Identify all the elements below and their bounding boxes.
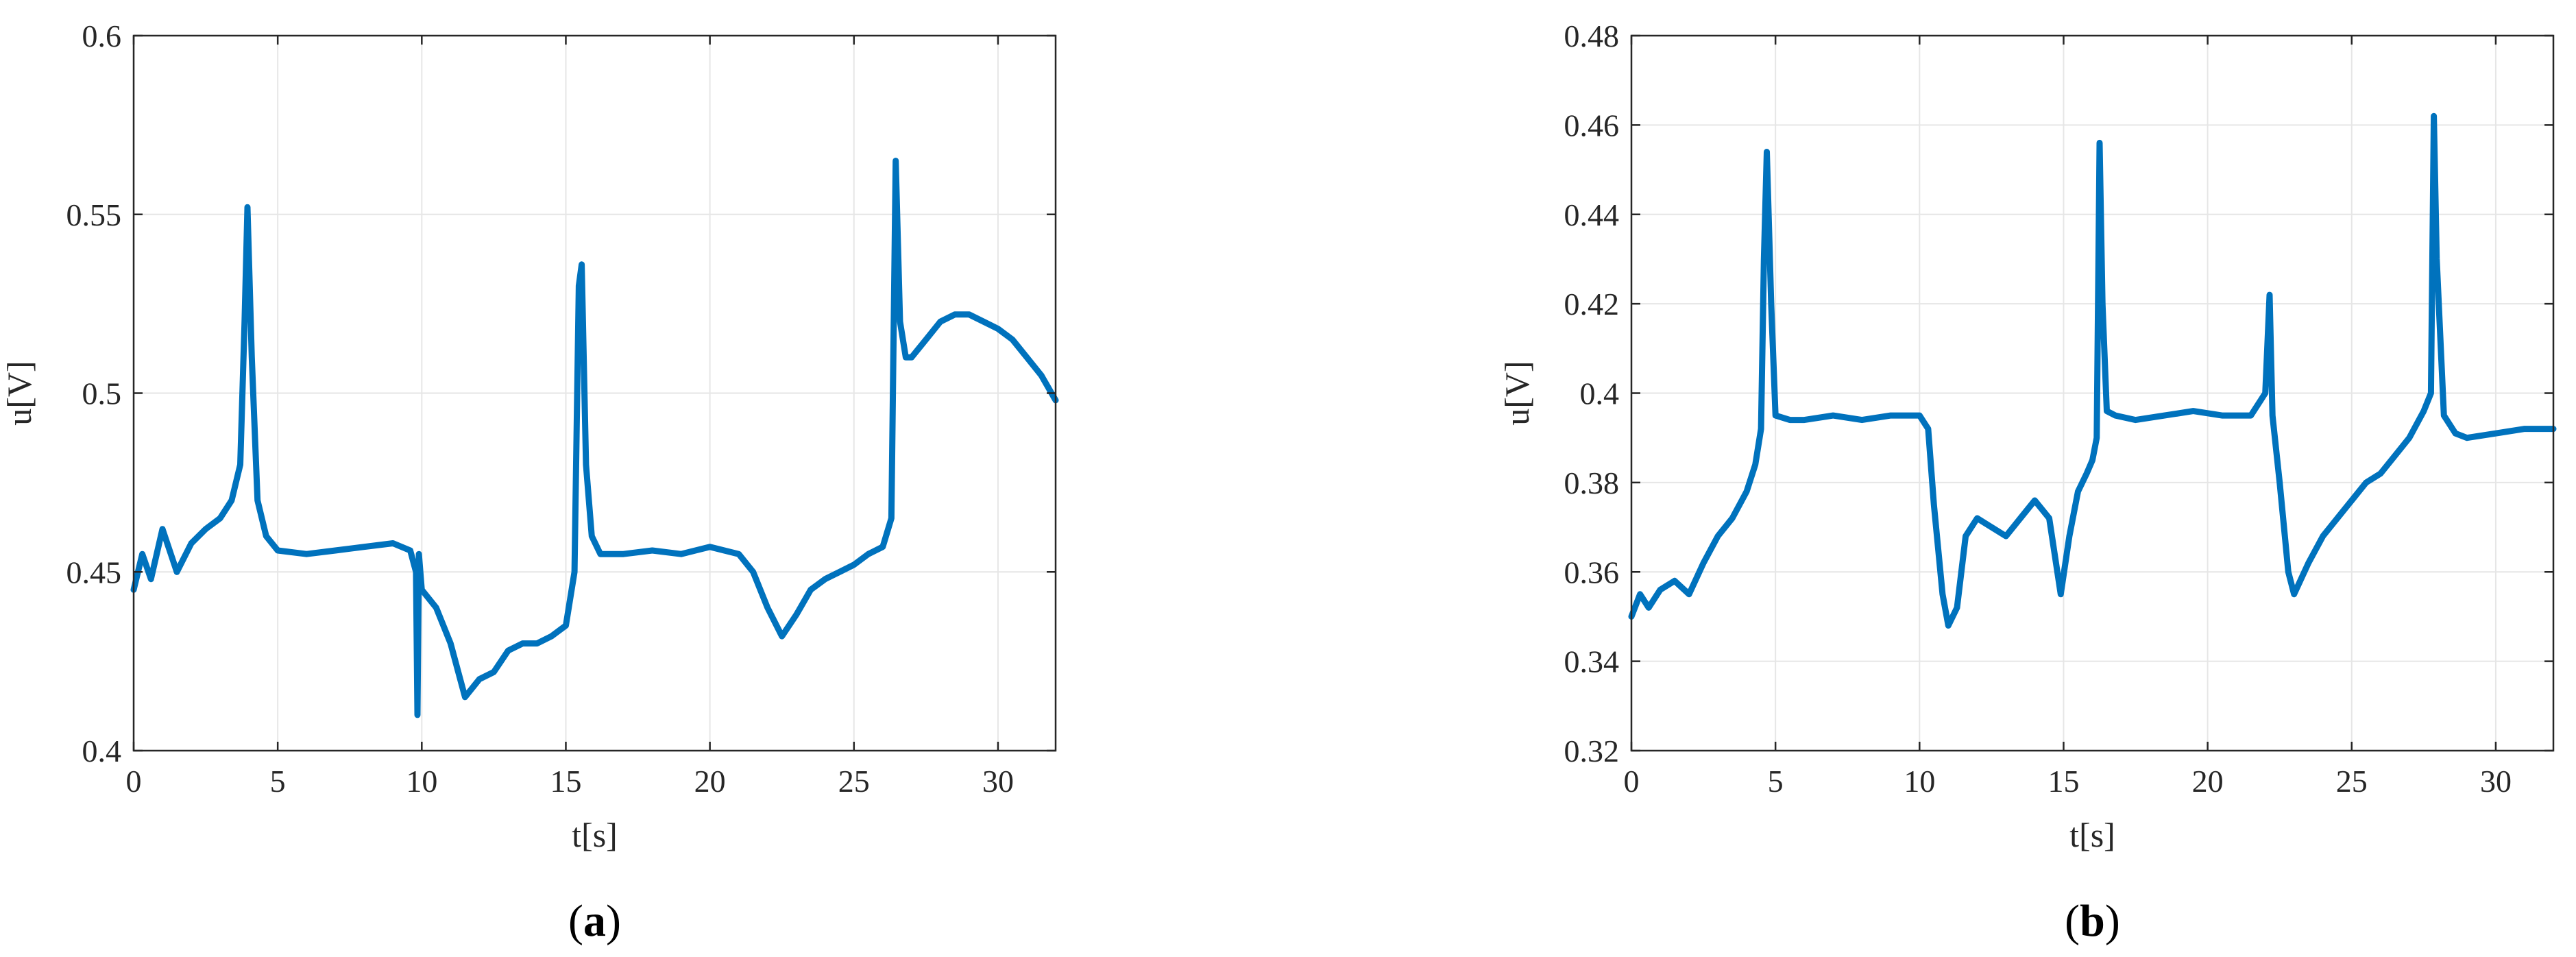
y-tick-label: 0.5 [82,376,122,411]
x-tick-label: 15 [550,764,581,799]
x-tick-label: 5 [1768,764,1784,799]
x-tick-label: 0 [1624,764,1640,799]
y-tick-label: 0.44 [1564,197,1620,232]
series-lines [1628,112,2557,629]
x-tick-label: 5 [270,764,286,799]
x-tick-label: 30 [982,764,1014,799]
x-tick-label: 25 [838,764,870,799]
x-ticks: 0 5 10 15 20 25 30 [1624,36,2512,799]
gridlines [134,36,1056,751]
series-line [130,158,1059,718]
y-axis-label: u[V] [0,361,38,425]
y-tick-label: 0.55 [66,197,122,232]
series-lines [130,158,1059,718]
x-tick-label: 20 [694,764,726,799]
x-tick-label: 25 [2336,764,2368,799]
panel-caption-letter: a [583,896,606,946]
x-tick-label: 15 [2048,764,2079,799]
plot-area: 0 5 10 15 20 25 30 0.32 0.34 0.36 0.38 0.4 0.42 0.44… [1564,19,2557,799]
x-tick-label: 0 [126,764,142,799]
panel-caption: (a) [568,896,621,946]
y-ticks: 0.32 0.34 0.36 0.38 0.4 0.42 0.44 0.46 0.48 [1564,19,2553,768]
y-tick-label: 0.6 [82,19,122,53]
y-ticks: 0.4 0.45 0.5 0.55 0.6 [66,19,1056,768]
y-tick-label: 0.36 [1564,555,1620,590]
x-tick-label: 10 [1904,764,1935,799]
x-tick-label: 20 [2192,764,2224,799]
gridlines [1631,36,2553,751]
y-tick-label: 0.4 [1580,376,1620,411]
y-tick-label: 0.46 [1564,108,1620,143]
y-tick-label: 0.34 [1564,644,1620,679]
chart-panel-b: 0 5 10 15 20 25 30 0.32 0.34 0.36 0.38 0.4 0.42 0.44… [1498,19,2557,946]
y-tick-label: 0.4 [82,734,122,768]
x-ticks: 0 5 10 15 20 25 30 [126,36,1014,799]
panel-caption: (b) [2065,896,2120,946]
y-tick-label: 0.48 [1564,19,1620,53]
y-tick-label: 0.42 [1564,287,1620,322]
x-axis-label: t[s] [572,816,618,854]
x-axis-label: t[s] [2069,816,2115,854]
y-tick-label: 0.45 [66,555,122,590]
plot-area: 0 5 10 15 20 25 30 0.4 0.45 0.5 0.55 0.6 [66,19,1059,799]
chart-panel-a: 0 5 10 15 20 25 30 0.4 0.45 0.5 0.55 0.6 t[s] u[V]… [0,19,1059,946]
panel-caption-letter: b [2080,896,2105,946]
y-tick-label: 0.32 [1564,734,1620,768]
y-tick-label: 0.38 [1564,465,1620,500]
series-line [1628,112,2557,629]
y-axis-label: u[V] [1498,361,1536,425]
x-tick-label: 10 [406,764,437,799]
x-tick-label: 30 [2480,764,2512,799]
